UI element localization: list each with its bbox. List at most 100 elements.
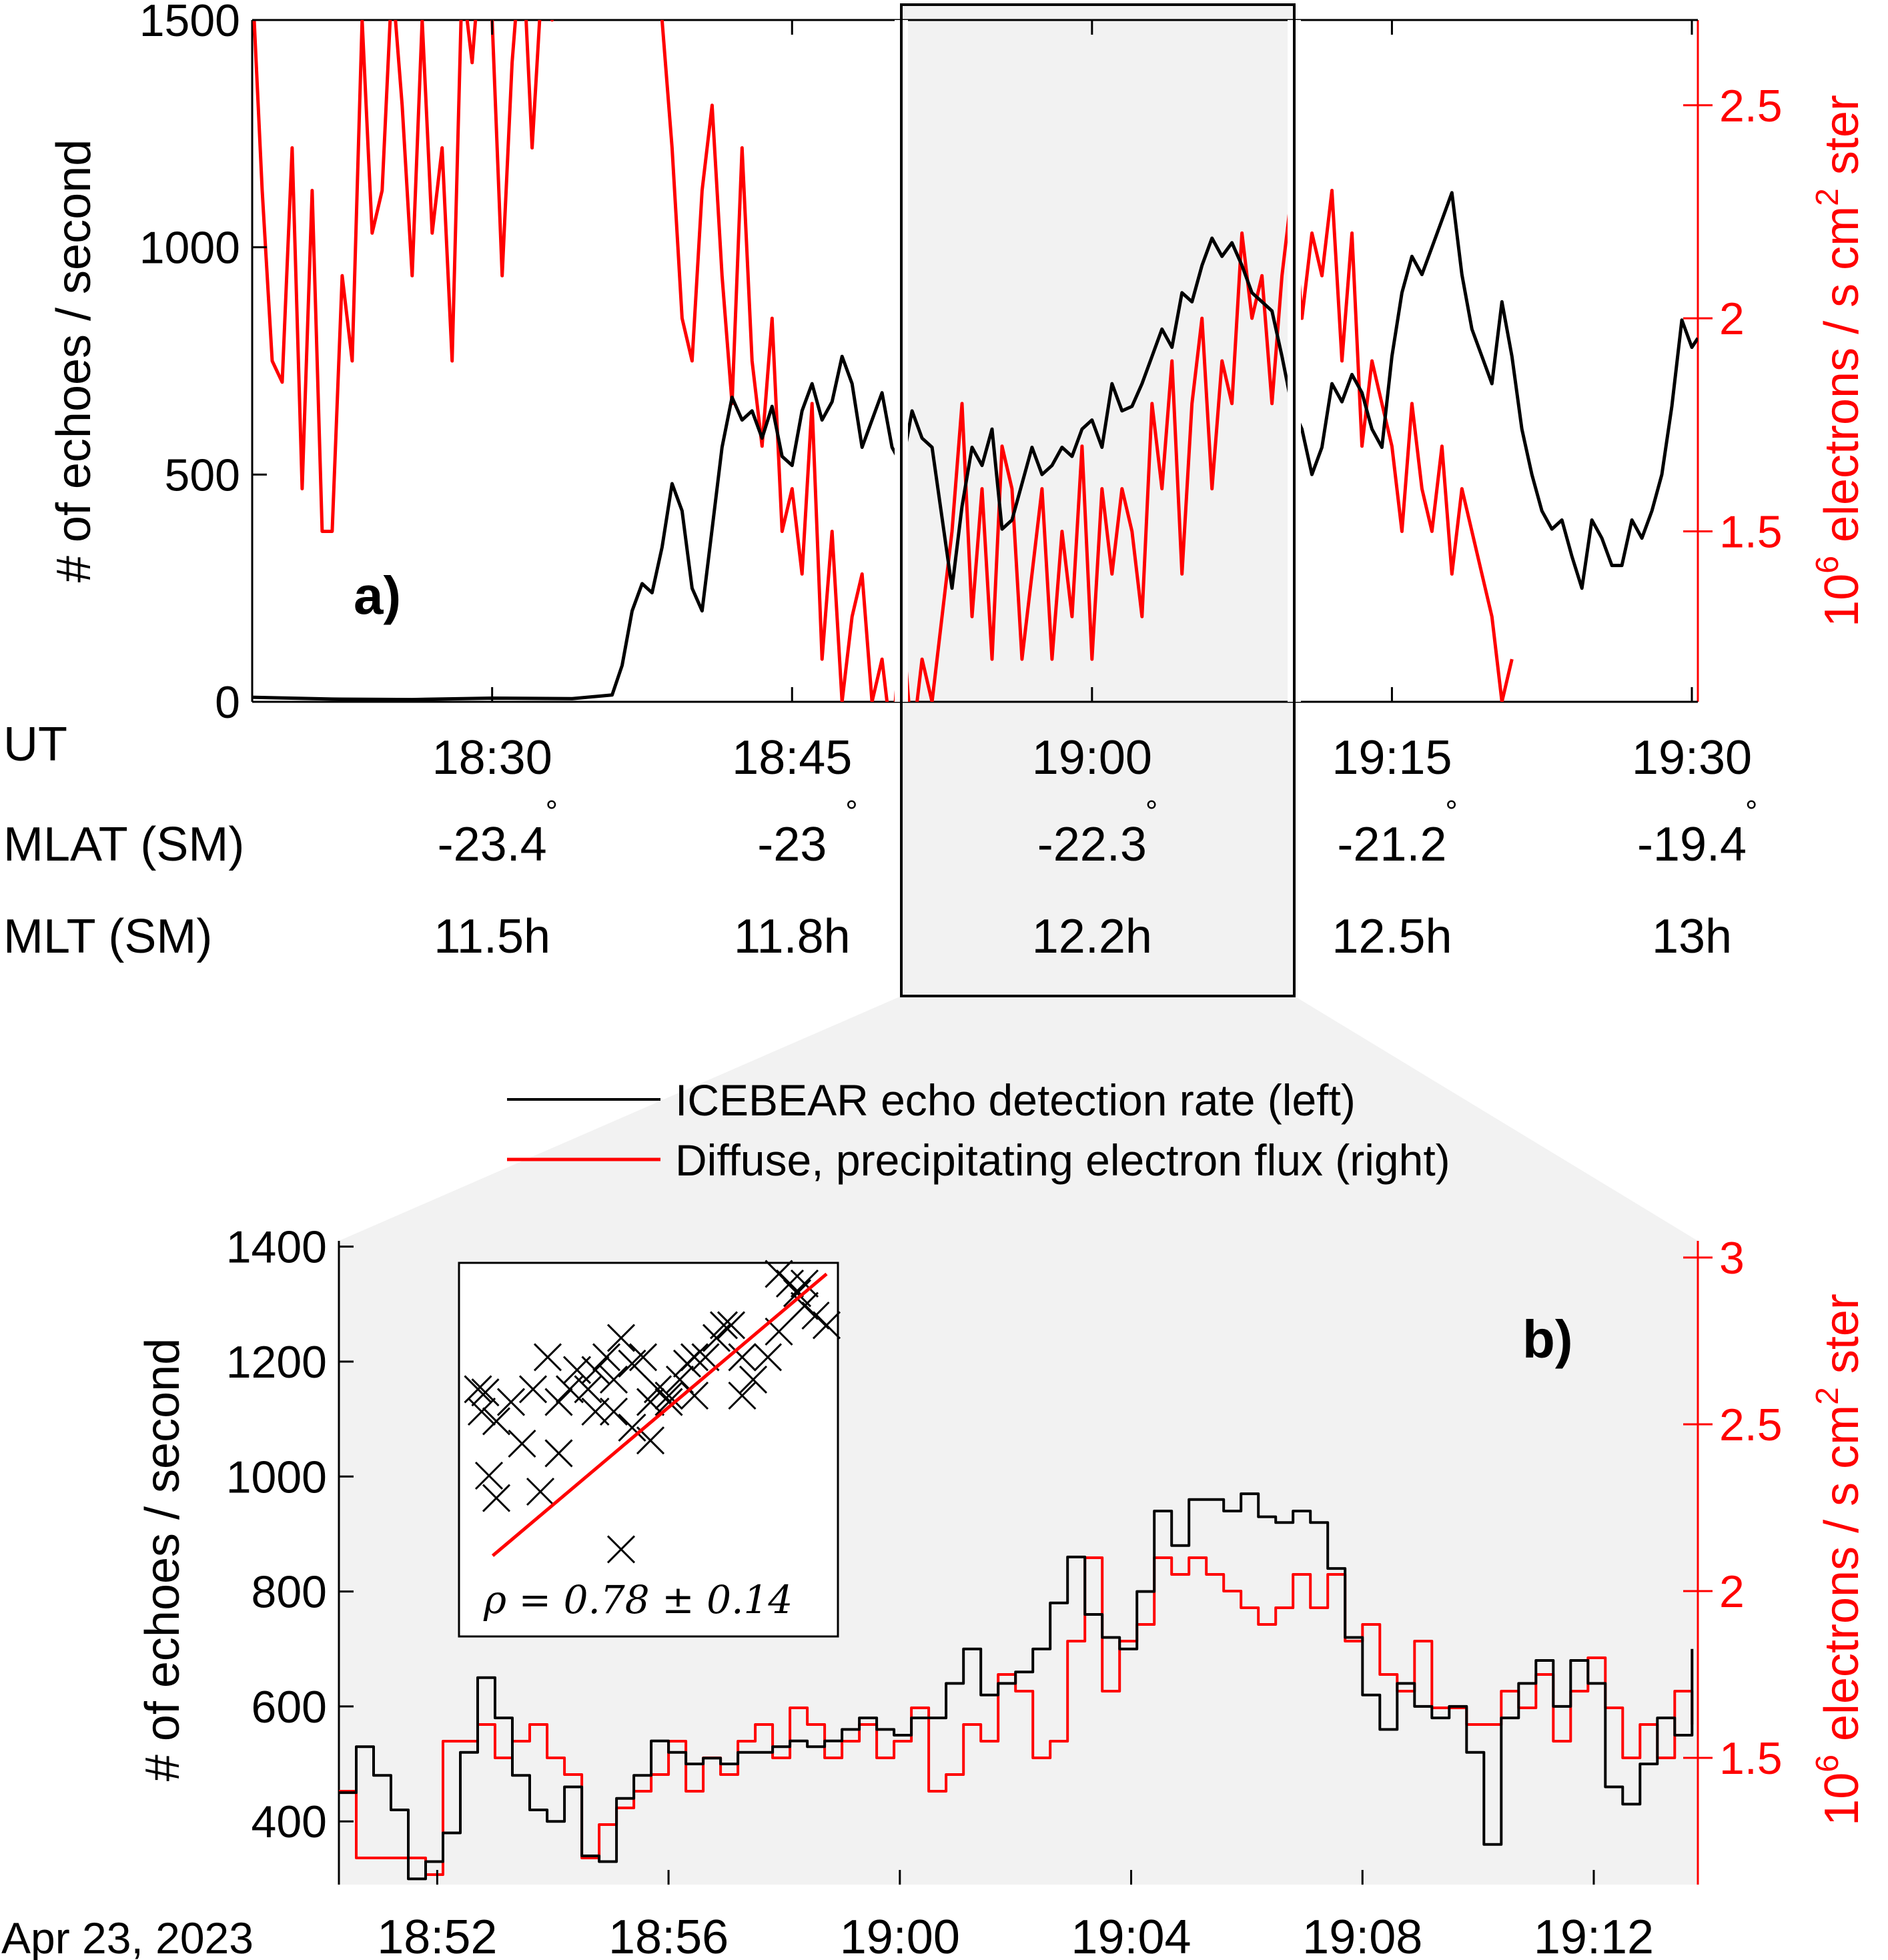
a-xtick-label: 18:30: [432, 731, 552, 785]
inset-point: [526, 1477, 555, 1506]
inset-point: [471, 1378, 500, 1407]
inset-point: [691, 1343, 720, 1372]
inset-point: [709, 1311, 739, 1340]
panel-a-left-ylabel: # of echoes / second: [47, 139, 101, 582]
panel-a-right-ylabel: 106 electrons / s cm2 ster: [1810, 95, 1869, 627]
b-ytick-right-label: 2: [1719, 1566, 1745, 1617]
panel-a-orbit-table: UT MLAT (SM) MLT (SM) -23.4°11.5h-23°11.…: [3, 718, 1757, 963]
b-ytick-right-label: 2.5: [1719, 1400, 1783, 1450]
mlat-degree: °: [1745, 794, 1757, 829]
mlt-value: 11.5h: [434, 910, 550, 963]
mlat-degree: °: [546, 794, 558, 829]
a-series-flux: [252, 20, 1514, 702]
panel-b-left-ylabel: # of echoes / second: [136, 1338, 189, 1781]
inset-point: [812, 1311, 841, 1340]
row-label-ut: UT: [3, 718, 67, 771]
ylabel-b-base: 10: [1815, 1773, 1869, 1826]
inset-point: [606, 1535, 636, 1564]
inset-point: [606, 1324, 636, 1352]
inset-point: [574, 1375, 602, 1404]
ylabel-b-mid: electrons / s cm: [1815, 1405, 1869, 1755]
b-ytick-left-label: 600: [252, 1682, 327, 1733]
b-ytick-left-label: 400: [252, 1797, 327, 1847]
b-ytick-right-label: 1.5: [1719, 1733, 1783, 1784]
a-ytick-right-label: 2.5: [1719, 81, 1783, 131]
inset-point: [717, 1311, 746, 1340]
inset-point: [790, 1269, 819, 1298]
b-xtick-label: 19:08: [1302, 1911, 1422, 1960]
a-xtick-label: 19:00: [1032, 731, 1152, 785]
row-label-mlt: MLT (SM): [3, 910, 212, 963]
ylabel-a-exp: 6: [1810, 556, 1845, 574]
a-ytick-right-label: 1.5: [1719, 507, 1783, 558]
inset-points: [464, 1260, 841, 1564]
mlat-value: -23: [757, 818, 827, 871]
inset-fit-line: [491, 1272, 828, 1557]
b-xtick-label: 19:04: [1071, 1911, 1191, 1960]
a-xtick-label: 18:45: [732, 731, 852, 785]
ylabel-b-exp2: 2: [1810, 1387, 1845, 1405]
b-ytick-left-label: 1400: [226, 1222, 327, 1273]
a-series-echo: [252, 191, 1698, 702]
inset-point: [680, 1381, 709, 1410]
a-xtick-label: 19:30: [1632, 731, 1752, 785]
panel-b-date: Apr 23, 2023: [1, 1913, 254, 1960]
ylabel-b-tail: ster: [1815, 1294, 1869, 1387]
inset-point: [474, 1461, 504, 1490]
inset-point: [581, 1356, 610, 1384]
mlt-value: 12.2h: [1032, 910, 1152, 963]
panel-a-label: a): [354, 566, 401, 625]
row-label-mlat: MLAT (SM): [3, 818, 244, 871]
b-xtick-label: 18:52: [377, 1911, 497, 1960]
panel-b-axes: [338, 1241, 1699, 1885]
inset-point: [654, 1381, 683, 1410]
panel-b-right-ylabel: 106 electrons / s cm2 ster: [1810, 1294, 1869, 1826]
a-ytick-left-label: 1500: [139, 0, 240, 46]
inset-point: [654, 1388, 683, 1416]
mlat-value: -23.4: [438, 818, 547, 871]
ylabel-b-exp: 6: [1810, 1755, 1845, 1773]
panel-b-ticks: 400 600 800 1000 1200 1400 1.5 2 2.5 3 18:52 18:56 1…: [226, 1222, 1783, 1960]
a-ytick-right-label: 2: [1719, 294, 1745, 344]
inset-point: [680, 1343, 709, 1372]
mlat-degree: °: [845, 794, 857, 829]
inset-point: [599, 1365, 628, 1394]
mlat-degree: °: [1145, 794, 1157, 829]
b-ytick-right-label: 3: [1719, 1233, 1745, 1284]
inset-point: [702, 1324, 731, 1352]
a-ytick-left-label: 1000: [139, 223, 240, 274]
a-ytick-left-label: 0: [215, 677, 240, 728]
inset-point: [739, 1365, 768, 1394]
inset-correlation: ρ = 0.78 ± 0.14: [483, 1577, 793, 1622]
b-ytick-left-label: 1200: [226, 1337, 327, 1388]
inset-point: [728, 1381, 757, 1410]
panel-b-series: [339, 1492, 1694, 1881]
b-xtick-label: 18:56: [608, 1911, 729, 1960]
mlt-value: 11.8h: [734, 910, 851, 963]
inset-point: [544, 1439, 573, 1468]
legend-label-flux: Diffuse, precipitating electron flux (ri…: [675, 1135, 1450, 1185]
inset-point: [508, 1429, 536, 1458]
ylabel-a-mid: electrons / s cm: [1815, 206, 1869, 556]
inset-point: [496, 1388, 526, 1416]
ylabel-a-tail: ster: [1815, 95, 1869, 188]
inset-point: [581, 1397, 610, 1426]
a-xtick-label: 19:15: [1332, 731, 1452, 785]
inset-point: [467, 1397, 496, 1426]
inset-frame: [458, 1262, 839, 1638]
b-series-echo: [339, 1492, 1694, 1881]
mlat-value: -22.3: [1037, 818, 1147, 871]
mlat-value: -19.4: [1637, 818, 1747, 871]
mlat-degree: °: [1445, 794, 1457, 829]
inset-point: [765, 1260, 793, 1288]
panel-a-series: [252, 20, 1698, 702]
legend: ICEBEAR echo detection rate (left) Diffu…: [507, 1075, 1450, 1185]
inset-point: [753, 1343, 783, 1372]
b-ytick-left-label: 800: [252, 1567, 327, 1618]
ylabel-a-exp2: 2: [1810, 188, 1845, 206]
inset-point: [618, 1413, 646, 1442]
inset-point: [533, 1343, 562, 1372]
panel-a-ticks: 0 500 1000 1500 1.5 2 2.5 18:30 18:45 19:00 19:15 1…: [139, 0, 1783, 785]
inset-point: [518, 1375, 548, 1404]
